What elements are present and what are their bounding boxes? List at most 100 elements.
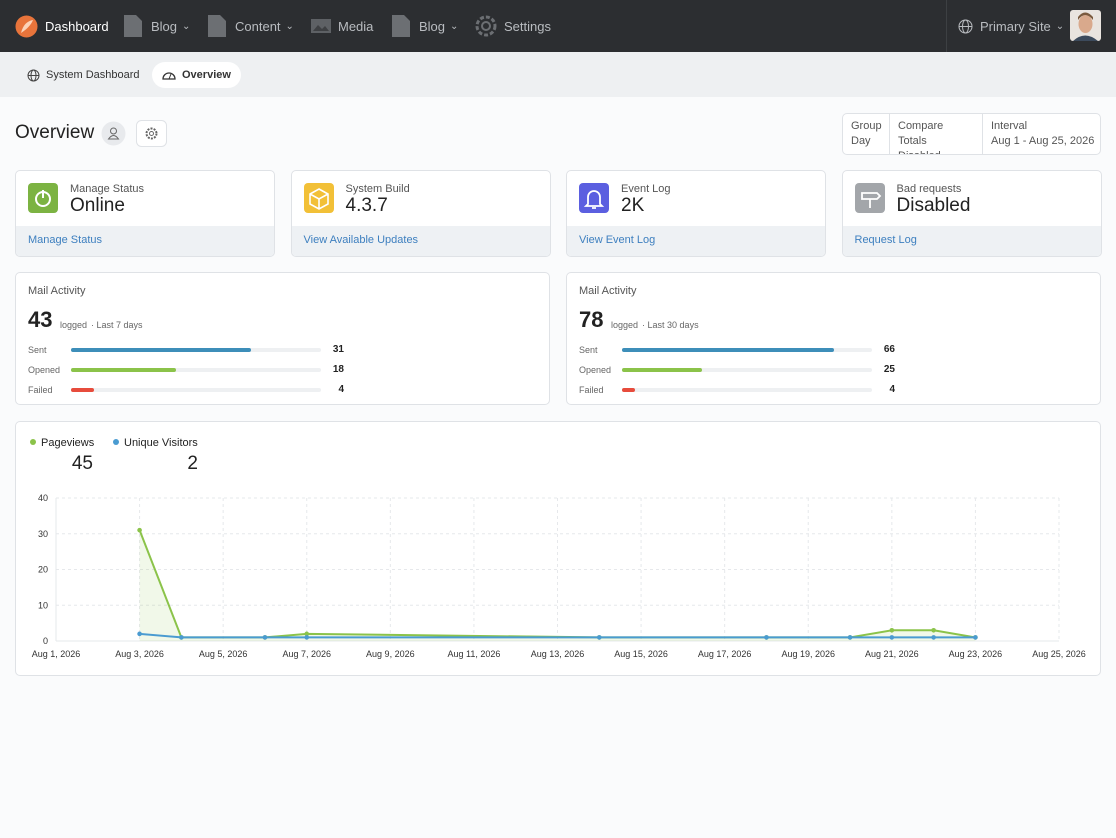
user-button[interactable] [101,121,126,146]
nav-blog[interactable]: Blog ⌄ [122,0,190,52]
traffic-card: 0 10 20 30 40 Aug 1, 2026 Aug 3, 2026 Aug 5, 20… [15,421,1101,676]
nav-media[interactable]: Media [311,0,373,52]
x-tick-label: Aug 11, 2026 [447,649,500,659]
breadcrumb[interactable]: System Dashboard [17,62,150,88]
mail-row-label: Sent [579,345,598,355]
nav-icon [311,19,331,33]
bar-track [622,388,872,392]
point [931,627,936,633]
bar-track [622,348,872,352]
stat-card: System Build 4.3.7 View Available Updates [290,170,551,257]
stat-icon [579,183,609,213]
mail-row-value: 4 [338,384,344,395]
mail-row-label: Opened [579,365,612,375]
stat-card: Event Log 2K View Event Log [566,170,826,257]
settings-button[interactable] [136,120,167,147]
bar-track [71,348,321,352]
nav-label: Blog [419,18,446,34]
stat-label: Bad requests [896,183,962,195]
mail-card: Mail Activity 78 logged · Last 30 days Sent 6… [566,272,1101,405]
site-switcher[interactable]: Primary Site ⌄ [958,0,1064,52]
legend-label: Pageviews [41,437,95,449]
filter-bar: Group Day Compare Totals Disabled Interval Au… [842,113,1101,155]
filter[interactable]: Compare Totals Disabled [890,114,983,154]
stat-label: Event Log [621,183,671,195]
point [137,527,142,533]
x-tick-label: Aug 17, 2026 [698,649,752,659]
stat-value: 2K [621,195,645,216]
gauge-icon [162,72,176,80]
mail-period: · Last 7 days [91,320,143,330]
y-tick-label: 30 [38,529,48,539]
nav-content[interactable]: Content ⌄ [206,0,294,52]
point [179,635,184,640]
mail-total: 43 [28,307,53,332]
mail-row-label: Failed [579,385,604,395]
x-tick-label: Aug 23, 2026 [949,649,1003,659]
mail-unit: logged [60,320,88,330]
filter[interactable]: Group Day [843,114,890,154]
mail-card: Mail Activity 43 logged · Last 7 days Sent 31… [15,272,550,405]
x-tick-label: Aug 1, 2026 [32,649,81,659]
x-tick-label: Aug 25, 2026 [1032,649,1086,659]
point [931,635,936,640]
nav-label: Blog [151,18,178,34]
nav-blog-2[interactable]: Blog ⌄ [390,0,458,52]
nav-icon [208,15,226,37]
filter-label: Group [851,120,882,132]
point [304,635,310,640]
sub-nav: System Dashboard Overview [0,52,1116,97]
stat-link[interactable]: Request Log [842,226,1101,256]
nav-label: Dashboard [45,18,109,34]
point [889,627,895,633]
stat-link[interactable]: View Available Updates [291,226,550,256]
filter-value: Day [851,135,871,147]
filter-label: Interval [991,120,1028,132]
x-tick-label: Aug 13, 2026 [531,649,585,659]
top-nav: Dashboard Blog ⌄ Content ⌄ Media Blog ⌄ Set… [0,0,1116,52]
mail-row-value: 25 [883,364,895,375]
point [764,635,769,640]
legend-label: Unique Visitors [124,437,198,449]
breadcrumb-label: Overview [182,69,231,81]
stat-link[interactable]: Manage Status [16,226,274,256]
nav-icon [124,15,142,37]
nav-settings[interactable]: Settings [475,0,551,52]
nav-label: Media [338,18,374,34]
stat-value: Online [70,195,125,216]
nav-label: Content [235,18,281,34]
mail-title: Mail Activity [28,285,86,297]
point [304,631,310,637]
bar [71,368,176,372]
breadcrumb-active[interactable]: Overview [152,62,241,88]
page-title: Overview [15,122,95,143]
y-tick-label: 0 [43,636,48,646]
stat-card: Bad requests Disabled Request Log [841,170,1102,257]
filter[interactable]: Interval Aug 1 - Aug 25, 2026 [983,114,1100,154]
mail-row-value: 31 [332,344,344,355]
y-tick-label: 40 [38,493,48,503]
legend-total: 45 [72,453,93,474]
point [596,635,602,640]
nav-icon [475,15,497,37]
mail-period: · Last 30 days [642,320,699,330]
mail-unit: logged [611,320,639,330]
mail-row-label: Sent [28,345,47,355]
stat-icon [854,183,885,213]
x-tick-label: Aug 15, 2026 [614,649,668,659]
point [262,635,268,640]
breadcrumb-label: System Dashboard [46,69,140,81]
bar [622,368,703,372]
stat-value: Disabled [896,195,971,216]
mail-total: 78 [579,307,604,332]
avatar[interactable] [1070,10,1101,41]
bar-track [622,368,872,372]
filter-value: Disabled [898,149,974,154]
legend-dot [113,439,119,445]
x-tick-label: Aug 7, 2026 [282,649,331,659]
bar [622,388,635,392]
stat-link[interactable]: View Event Log [567,226,825,256]
nav-dashboard[interactable]: Dashboard [15,0,109,52]
